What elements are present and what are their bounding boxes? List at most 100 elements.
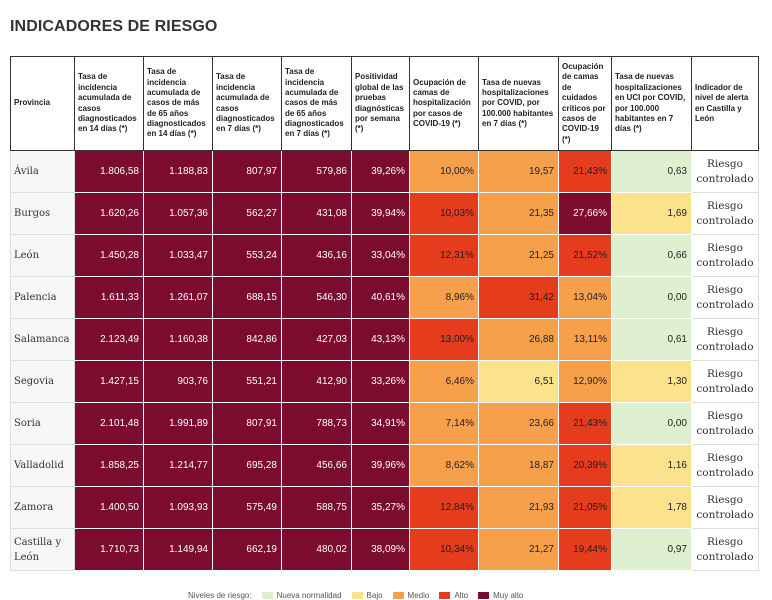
legend-swatch-nueva	[261, 592, 273, 599]
indicator-cell: 1.160,38	[143, 318, 213, 361]
indicator-cell: 33,04%	[351, 234, 410, 277]
indicator-cell: 427,03	[281, 318, 352, 361]
province-name: Burgos	[10, 192, 75, 235]
indicator-cell: 19,57	[478, 150, 559, 193]
indicator-cell: 21,25	[478, 234, 559, 277]
risk-legend: Niveles de riesgo: Nueva normalidad Bajo M…	[188, 591, 523, 600]
indicator-cell: 695,28	[212, 444, 282, 487]
legend-item-label: Nueva normalidad	[276, 591, 342, 600]
indicator-cell: 1.057,36	[143, 192, 213, 235]
header-col-3: Tasa de incidencia acumulada de casos di…	[212, 56, 282, 151]
indicator-cell: 1.400,50	[74, 486, 144, 529]
indicator-cell: 2.101,48	[74, 402, 144, 445]
page-title: INDICADORES DE RIESGO	[10, 18, 218, 35]
indicator-cell: 39,94%	[351, 192, 410, 235]
indicator-cell: 0,00	[611, 276, 692, 319]
table-row: Salamanca 2.123,49 1.160,38 842,86 427,03 43,…	[10, 318, 759, 361]
indicator-cell: 588,75	[281, 486, 352, 529]
indicator-cell: 562,27	[212, 192, 282, 235]
alert-level-cell: Riesgo controlado	[691, 192, 759, 235]
indicator-cell: 480,02	[281, 528, 352, 571]
alert-level-cell: Riesgo controlado	[691, 528, 759, 571]
indicator-cell: 1.427,15	[74, 360, 144, 403]
table-row: León 1.450,28 1.033,47 553,24 436,16 33,04% 12…	[10, 234, 759, 277]
indicator-cell: 1.611,33	[74, 276, 144, 319]
indicator-cell: 7,14%	[409, 402, 479, 445]
indicator-cell: 40,61%	[351, 276, 410, 319]
indicator-cell: 26,88	[478, 318, 559, 361]
indicator-cell: 35,27%	[351, 486, 410, 529]
province-name: Palencia	[10, 276, 75, 319]
indicator-cell: 412,90	[281, 360, 352, 403]
indicator-cell: 21,43%	[558, 150, 612, 193]
indicator-cell: 0,66	[611, 234, 692, 277]
indicator-cell: 1,30	[611, 360, 692, 403]
indicator-cell: 436,16	[281, 234, 352, 277]
indicator-cell: 1.620,26	[74, 192, 144, 235]
indicator-cell: 1,78	[611, 486, 692, 529]
header-col-6: Ocupación de camas de hospitalización po…	[409, 56, 479, 151]
indicator-cell: 20,39%	[558, 444, 612, 487]
table-row: Ávila 1.806,58 1.188,83 807,97 579,86 39,26% 1…	[10, 150, 759, 193]
province-name: Valladolid	[10, 444, 75, 487]
indicator-cell: 551,21	[212, 360, 282, 403]
header-col-10: Indicador de nivel de alerta en Castilla…	[691, 56, 759, 151]
indicator-cell: 1.806,58	[74, 150, 144, 193]
indicator-cell: 0,97	[611, 528, 692, 571]
table-row: Soria 2.101,48 1.991,89 807,91 788,73 34,91% 7…	[10, 402, 759, 445]
indicator-cell: 21,35	[478, 192, 559, 235]
province-name: Ávila	[10, 150, 75, 193]
indicator-cell: 38,09%	[351, 528, 410, 571]
indicator-cell: 0,63	[611, 150, 692, 193]
table-row: Zamora 1.400,50 1.093,93 575,49 588,75 35,27%…	[10, 486, 759, 529]
indicator-cell: 10,00%	[409, 150, 479, 193]
legend-swatch-medio	[392, 592, 404, 599]
indicator-cell: 842,86	[212, 318, 282, 361]
header-col-8: Ocupación de camas de cuidados críticos …	[558, 56, 612, 151]
indicator-cell: 12,31%	[409, 234, 479, 277]
indicator-cell: 21,05%	[558, 486, 612, 529]
indicator-cell: 8,96%	[409, 276, 479, 319]
indicator-cell: 1.188,83	[143, 150, 213, 193]
alert-level-cell: Riesgo controlado	[691, 234, 759, 277]
table-row: Palencia 1.611,33 1.261,07 688,15 546,30 40,6…	[10, 276, 759, 319]
legend-swatch-bajo	[351, 592, 363, 599]
indicator-cell: 23,66	[478, 402, 559, 445]
indicator-cell: 1,16	[611, 444, 692, 487]
alert-level-cell: Riesgo controlado	[691, 150, 759, 193]
alert-level-cell: Riesgo controlado	[691, 360, 759, 403]
indicator-cell: 0,61	[611, 318, 692, 361]
province-name: León	[10, 234, 75, 277]
indicator-cell: 10,03%	[409, 192, 479, 235]
legend-swatch-alto	[439, 592, 451, 599]
indicator-cell: 19,44%	[558, 528, 612, 571]
province-name: Salamanca	[10, 318, 75, 361]
legend-item-label: Alto	[454, 591, 469, 600]
indicator-cell: 788,73	[281, 402, 352, 445]
alert-level-cell: Riesgo controlado	[691, 444, 759, 487]
header-col-4: Tasa de incidencia acumulada de casos de…	[281, 56, 352, 151]
indicator-cell: 43,13%	[351, 318, 410, 361]
indicator-cell: 39,26%	[351, 150, 410, 193]
indicator-cell: 34,91%	[351, 402, 410, 445]
indicator-cell: 1.261,07	[143, 276, 213, 319]
province-name: Castilla y León	[10, 528, 75, 571]
province-name: Zamora	[10, 486, 75, 529]
indicator-cell: 21,52%	[558, 234, 612, 277]
legend-item-label: Bajo	[366, 591, 383, 600]
table-row: Segovia 1.427,15 903,76 551,21 412,90 33,26% 6…	[10, 360, 759, 403]
legend-item-label: Medio	[407, 591, 430, 600]
header-col-7: Tasa de nuevas hospitalizaciones por COV…	[478, 56, 559, 151]
alert-level-cell: Riesgo controlado	[691, 276, 759, 319]
indicator-cell: 18,87	[478, 444, 559, 487]
indicator-cell: 27,66%	[558, 192, 612, 235]
indicator-cell: 12,90%	[558, 360, 612, 403]
province-name: Segovia	[10, 360, 75, 403]
indicator-cell: 903,76	[143, 360, 213, 403]
indicator-cell: 2.123,49	[74, 318, 144, 361]
indicator-cell: 21,27	[478, 528, 559, 571]
table-row: Valladolid 1.858,25 1.214,77 695,28 456,66 39…	[10, 444, 759, 487]
legend-item-label: Muy alto	[493, 591, 524, 600]
table-header-row: Provincia Tasa de incidencia acumulada de…	[10, 56, 759, 151]
indicator-cell: 8,62%	[409, 444, 479, 487]
